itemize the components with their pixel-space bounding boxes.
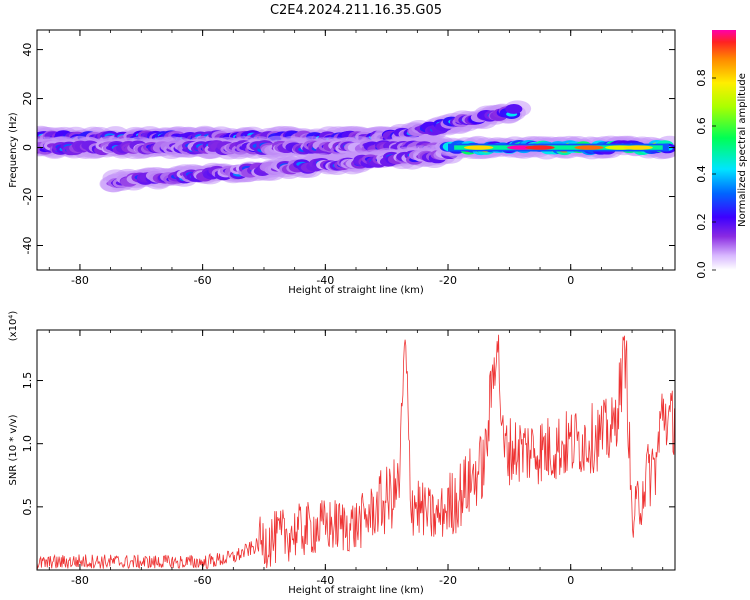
snr-ticks: -80 -60 -40 -20 0 0.5 1.0 1.5 bbox=[21, 330, 675, 587]
snr-panel: -80 -60 -40 -20 0 0.5 1.0 1.5 Height of straigh… bbox=[8, 311, 676, 596]
spectrogram-ridge-core bbox=[454, 145, 663, 150]
spectrogram-ylabel: Frequency (Hz) bbox=[8, 112, 19, 188]
y-tick-label: 0.5 bbox=[21, 498, 34, 516]
spectrogram-ticks: -80 -60 -40 -20 0 -40 -20 0 20 40 bbox=[21, 30, 675, 287]
snr-xlabel: Height of straight line (km) bbox=[288, 585, 424, 596]
colorbar-tick-label: 0.4 bbox=[695, 165, 708, 183]
colorbar-tick-label: 0.0 bbox=[695, 261, 708, 279]
x-tick-label: -80 bbox=[71, 574, 89, 587]
y-tick-label: 20 bbox=[21, 92, 34, 106]
y-tick-label: -40 bbox=[21, 237, 34, 255]
snr-multiplier: (x10⁴) bbox=[8, 311, 19, 342]
y-tick-label: -20 bbox=[21, 188, 34, 206]
colorbar-ticks: 0.0 0.2 0.4 0.6 0.8 bbox=[695, 69, 716, 279]
spectrogram-image bbox=[37, 100, 675, 193]
x-tick-label: -20 bbox=[439, 274, 457, 287]
snr-series-line bbox=[37, 334, 675, 570]
x-tick-label: -60 bbox=[194, 274, 212, 287]
spectrogram-peak bbox=[463, 145, 494, 150]
colorbar-gradient bbox=[712, 30, 736, 270]
spectrogram-peak bbox=[525, 145, 555, 150]
figure-title: C2E4.2024.211.16.35.G05 bbox=[270, 3, 442, 18]
y-tick-label: 1.0 bbox=[21, 435, 34, 453]
snr-ylabel: SNR (10 * v/v) bbox=[8, 414, 19, 485]
x-tick-label: -60 bbox=[194, 574, 212, 587]
spectrogram-peak bbox=[574, 145, 604, 150]
spectrogram-peak bbox=[623, 145, 653, 150]
x-tick-label: -40 bbox=[316, 274, 334, 287]
colorbar-tick-label: 0.8 bbox=[695, 69, 708, 87]
x-tick-label: -40 bbox=[316, 574, 334, 587]
colorbar-label: Normalized spectral amplitude bbox=[737, 73, 748, 227]
y-tick-label: 40 bbox=[21, 43, 34, 57]
x-tick-label: 0 bbox=[567, 274, 574, 287]
x-tick-label: -20 bbox=[439, 574, 457, 587]
x-tick-label: -80 bbox=[71, 274, 89, 287]
x-tick-label: 0 bbox=[567, 574, 574, 587]
spectrogram-xlabel: Height of straight line (km) bbox=[288, 285, 424, 296]
colorbar-tick-label: 0.6 bbox=[695, 117, 708, 135]
spectrogram-panel: -80 -60 -40 -20 0 -40 -20 0 20 40 Height of strai… bbox=[8, 29, 676, 296]
colorbar: 0.0 0.2 0.4 0.6 0.8 Normalized spectral ampl… bbox=[695, 30, 748, 279]
y-tick-label: 0 bbox=[21, 144, 34, 151]
colorbar-tick-label: 0.2 bbox=[695, 213, 708, 231]
y-tick-label: 1.5 bbox=[21, 372, 34, 390]
spectrogram-cell bbox=[505, 104, 523, 114]
